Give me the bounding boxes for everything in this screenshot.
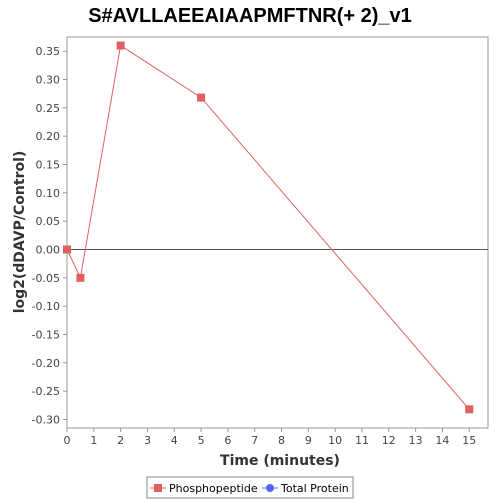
y-tick-label: 0.20 [36, 130, 61, 143]
legend-marker-total-protein [266, 484, 274, 492]
x-tick-label: 1 [90, 434, 97, 447]
x-tick-label: 14 [435, 434, 449, 447]
x-axis: 0 1 2 3 4 5 6 7 8 9 10 11 12 13 14 15 [64, 428, 476, 447]
legend-marker-phosphopeptide [154, 484, 162, 492]
series-layer [63, 41, 474, 414]
x-tick-label: 9 [305, 434, 312, 447]
y-tick-label: 0.15 [36, 159, 61, 172]
y-axis-label: log2(dDAVP/Control) [12, 151, 28, 314]
legend: Phosphopeptide Total Protein [146, 476, 354, 499]
x-tick-label: 7 [251, 434, 258, 447]
data-point [197, 93, 206, 102]
y-tick-label: 0.00 [36, 244, 61, 257]
y-tick-label: 0.25 [36, 102, 61, 115]
x-tick-label: 5 [198, 434, 205, 447]
data-point [63, 245, 71, 254]
x-tick-label: 13 [409, 434, 423, 447]
data-point [116, 41, 125, 50]
legend-box [146, 476, 354, 499]
x-axis-label: Time (minutes) [220, 453, 340, 469]
data-point [76, 273, 85, 282]
x-tick-label: 0 [64, 434, 71, 447]
x-tick-label: 10 [328, 434, 342, 447]
x-tick-label: 12 [382, 434, 396, 447]
chart-title: S#AVLLAEEAIAAPMFTNR(+ 2)_v1 [88, 5, 412, 27]
y-tick-label: -0.05 [32, 272, 60, 285]
x-tick-label: 11 [355, 434, 369, 447]
y-tick-label: 0.35 [36, 45, 61, 58]
x-tick-label: 8 [278, 434, 285, 447]
x-tick-label: 3 [144, 434, 151, 447]
y-tick-label: -0.10 [32, 300, 60, 313]
y-tick-label: -0.20 [32, 357, 60, 370]
y-tick-label: 0.30 [36, 74, 61, 87]
y-tick-label: -0.15 [32, 329, 60, 342]
legend-label-phosphopeptide: Phosphopeptide [169, 482, 258, 495]
x-tick-label: 4 [171, 434, 178, 447]
legend-label-total-protein: Total Protein [280, 482, 349, 495]
plot-area [66, 36, 489, 429]
x-tick-label: 6 [224, 434, 231, 447]
y-tick-label: 0.10 [36, 187, 61, 200]
y-tick-label: -0.25 [32, 385, 60, 398]
y-axis: 0.35 0.30 0.25 0.20 0.15 0.10 0.05 0.00 -0.05 -0.… [32, 45, 67, 427]
x-tick-label: 2 [117, 434, 124, 447]
y-tick-label: -0.30 [32, 414, 60, 427]
x-tick-label: 15 [462, 434, 476, 447]
y-tick-label: 0.05 [36, 215, 61, 228]
data-point [465, 405, 474, 414]
